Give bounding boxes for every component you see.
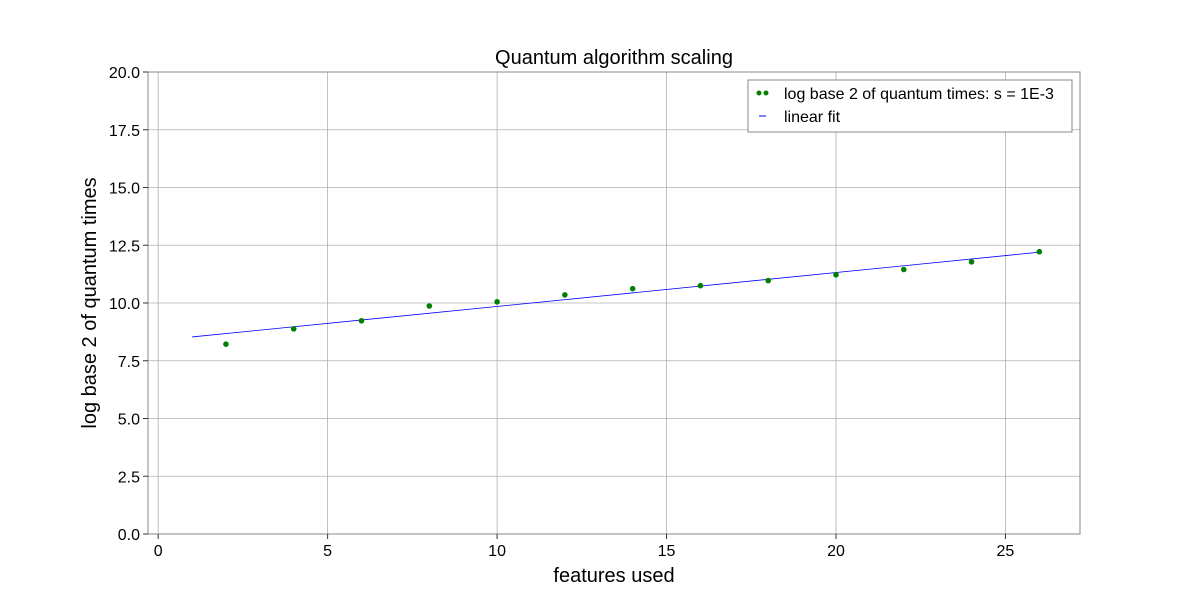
data-point bbox=[358, 317, 365, 324]
data-point bbox=[562, 292, 568, 298]
legend-marker-points-a bbox=[756, 90, 762, 96]
data-point bbox=[765, 277, 772, 284]
chart-title: Quantum algorithm scaling bbox=[495, 47, 733, 69]
x-tick-label: 0 bbox=[154, 543, 163, 560]
y-tick-label: 12.5 bbox=[109, 238, 140, 255]
data-point bbox=[697, 282, 704, 289]
y-tick-label: 5.0 bbox=[118, 412, 140, 429]
y-tick-label: 20.0 bbox=[109, 65, 140, 82]
data-point bbox=[968, 259, 975, 265]
x-tick-label: 5 bbox=[323, 543, 332, 560]
data-point bbox=[223, 341, 229, 347]
data-point bbox=[900, 266, 907, 273]
grid bbox=[148, 71, 1080, 535]
x-tick-label: 15 bbox=[658, 543, 676, 560]
data-point bbox=[494, 299, 500, 305]
data-point bbox=[833, 272, 839, 278]
data-points-group bbox=[223, 248, 1043, 347]
y-tick-label: 15.0 bbox=[109, 181, 140, 198]
x-tick-label: 10 bbox=[488, 543, 506, 560]
y-tick-label: 0.0 bbox=[118, 527, 140, 544]
data-point bbox=[1036, 248, 1043, 255]
y-tick-label: 7.5 bbox=[118, 354, 140, 371]
y-tick-label: 17.5 bbox=[109, 123, 140, 140]
y-axis-ticks: 0.0 2.5 5.0 7.5 10.0 12.5 15.0 17.5 20.0 bbox=[109, 65, 148, 544]
fit-line bbox=[192, 251, 1040, 338]
fit-line-group bbox=[192, 251, 1040, 338]
y-tick-label: 10.0 bbox=[109, 296, 140, 313]
y-axis-label: log base 2 of quantum times bbox=[79, 177, 101, 428]
data-point bbox=[426, 303, 433, 309]
legend-label-points: log base 2 of quantum times: s = 1E-3 bbox=[784, 86, 1054, 103]
legend-marker-points-b bbox=[763, 90, 769, 96]
data-point bbox=[290, 326, 297, 332]
x-axis-ticks: 0 5 10 15 20 25 bbox=[154, 534, 1015, 560]
data-point bbox=[629, 285, 636, 292]
x-tick-label: 20 bbox=[827, 543, 845, 560]
legend: log base 2 of quantum times: s = 1E-3 li… bbox=[747, 79, 1073, 133]
x-axis-label: features used bbox=[553, 565, 674, 587]
legend-box bbox=[747, 79, 1073, 133]
y-tick-label: 2.5 bbox=[118, 469, 140, 486]
x-tick-label: 25 bbox=[997, 543, 1015, 560]
legend-label-fit: linear fit bbox=[784, 109, 841, 126]
